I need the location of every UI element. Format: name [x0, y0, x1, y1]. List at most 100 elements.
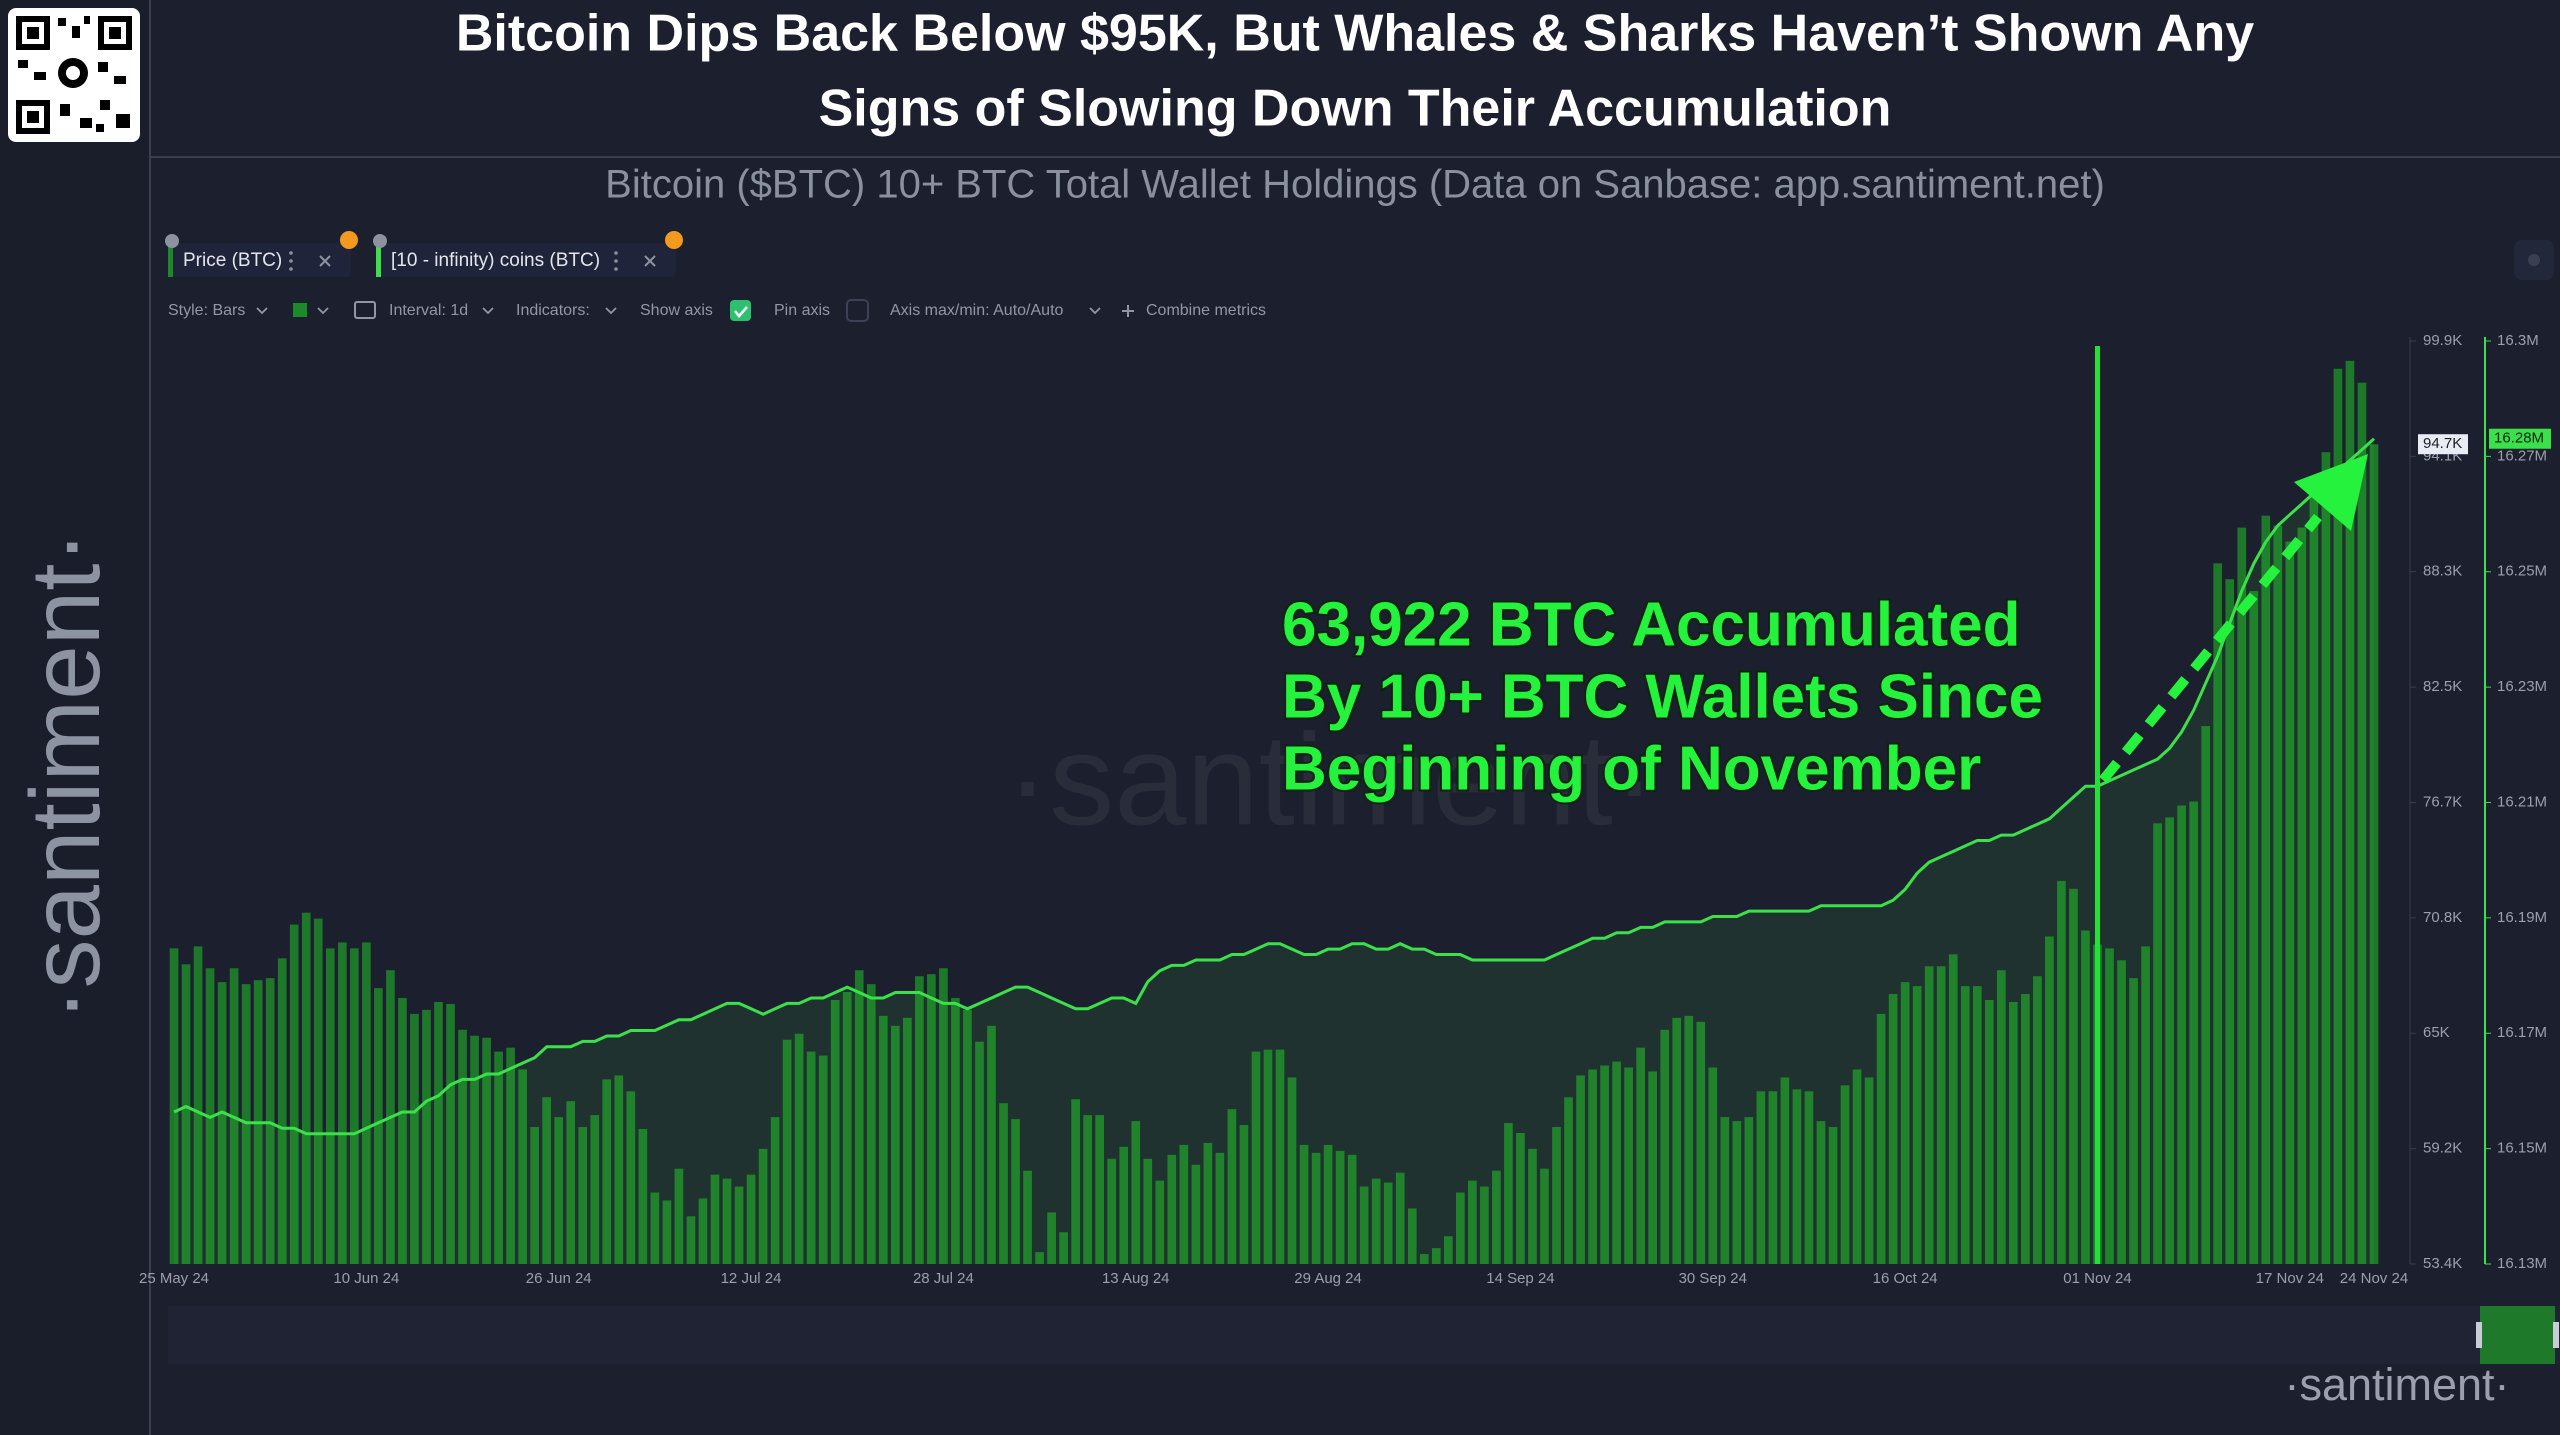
legend-chip[interactable]: [10 - infinity) coins (BTC) — [373, 231, 683, 277]
bar — [806, 1051, 816, 1264]
toolbar-item[interactable]: Axis max/min: Auto/Auto — [890, 302, 1064, 319]
bar — [1035, 1252, 1044, 1264]
toolbar-item[interactable]: Combine metrics — [1146, 302, 1266, 319]
legend-label: [10 - infinity) coins (BTC) — [391, 250, 600, 271]
bar — [878, 1015, 888, 1264]
bar — [2369, 444, 2379, 1265]
bar — [374, 988, 383, 1264]
close-icon — [319, 255, 331, 267]
toolbar-label: Combine metrics — [1146, 302, 1266, 319]
coin-icon — [340, 231, 358, 249]
bar — [686, 1216, 696, 1264]
bar — [1143, 1158, 1153, 1264]
y-tick-label: 65K — [2423, 1024, 2450, 1041]
x-tick-label: 29 Aug 24 — [1294, 1270, 1362, 1287]
bar — [710, 1174, 720, 1264]
bar — [434, 1001, 443, 1264]
bar — [1023, 1170, 1032, 1264]
bar — [325, 948, 335, 1264]
x-tick-label: 17 Nov 24 — [2256, 1270, 2324, 1287]
show-axis-checkbox[interactable] — [730, 300, 751, 321]
coin-icon — [665, 231, 683, 249]
x-tick-label: 14 Sep 24 — [1486, 1270, 1554, 1287]
navigator[interactable] — [168, 1306, 2560, 1364]
y2-tick-label: 16.3M — [2497, 332, 2539, 349]
bar — [181, 964, 191, 1264]
qr-code — [8, 8, 140, 142]
bar — [2105, 948, 2114, 1264]
legend-chip[interactable]: Price (BTC) — [165, 231, 358, 277]
bar — [1323, 1144, 1333, 1264]
bar — [1347, 1154, 1357, 1264]
bar — [1456, 1192, 1465, 1264]
bar — [518, 1069, 527, 1264]
y2-tick-label: 16.19M — [2497, 909, 2547, 926]
toolbar-item[interactable]: Indicators: — [516, 302, 590, 319]
lock-icon — [165, 234, 179, 248]
toolbar-label: Interval: 1d — [389, 302, 468, 319]
menu-dot — [614, 267, 618, 271]
bar — [1780, 1077, 1790, 1264]
bar — [951, 998, 960, 1264]
bar — [698, 1198, 708, 1264]
toolbar-item[interactable]: Style: Bars — [168, 302, 245, 319]
bar — [1443, 1236, 1453, 1264]
legend-label: Price (BTC) — [183, 250, 282, 271]
bar — [1095, 1115, 1105, 1264]
bar — [2033, 976, 2042, 1264]
bar — [1167, 1154, 1177, 1264]
side-watermark: ·santiment· — [10, 531, 120, 1021]
bar — [2189, 801, 2198, 1264]
bar — [1335, 1150, 1345, 1264]
bar — [1888, 994, 1898, 1264]
bar — [1419, 1254, 1429, 1264]
settings-icon[interactable] — [2514, 240, 2554, 280]
bar — [494, 1051, 503, 1264]
bar — [1107, 1158, 1117, 1264]
y2-tick-label: 16.25M — [2497, 563, 2547, 580]
y2-tick-label: 16.21M — [2497, 793, 2547, 810]
bar — [903, 1017, 912, 1264]
bar — [2273, 525, 2283, 1264]
y-tick-label: 70.8K — [2423, 909, 2462, 926]
toolbar-label: Show axis — [640, 302, 713, 319]
bar — [2009, 1001, 2018, 1264]
bar — [1828, 1127, 1838, 1264]
x-tick-label: 16 Oct 24 — [1873, 1270, 1938, 1287]
bar — [1696, 1021, 1706, 1264]
bar — [482, 1037, 491, 1264]
plus-icon — [1122, 305, 1134, 317]
center-watermark: ·santiment· — [1006, 706, 1656, 852]
pin-axis-checkbox[interactable] — [846, 299, 869, 322]
interval-icon[interactable] — [354, 301, 376, 319]
bar — [1407, 1208, 1417, 1264]
y-tick-label: 76.7K — [2423, 793, 2462, 810]
bar — [2261, 515, 2271, 1264]
chevron — [317, 307, 329, 315]
bar — [746, 1174, 756, 1264]
bar — [1155, 1180, 1165, 1264]
bar — [1936, 966, 1946, 1264]
bar — [626, 1091, 636, 1264]
toolbar-item[interactable]: Interval: 1d — [389, 302, 468, 319]
bar — [1287, 1077, 1297, 1264]
bar — [578, 1127, 588, 1264]
y2-tick-label: 16.15M — [2497, 1140, 2547, 1157]
current-value-box — [2418, 434, 2468, 455]
y-tick-label: 59.2K — [2423, 1140, 2462, 1157]
toolbar-item[interactable]: Pin axis — [774, 302, 830, 319]
bar — [301, 912, 311, 1264]
menu-dot — [289, 251, 293, 255]
bar — [1059, 1232, 1068, 1264]
bar — [470, 1035, 479, 1264]
bar — [999, 1103, 1008, 1264]
bar — [566, 1101, 576, 1264]
color-swatch[interactable] — [293, 303, 307, 317]
bar — [2225, 579, 2235, 1264]
chip-bg — [376, 243, 676, 277]
bar — [1624, 1067, 1633, 1264]
toolbar-item[interactable]: Show axis — [640, 302, 713, 319]
bar-series — [169, 360, 2379, 1265]
bar — [1179, 1144, 1189, 1264]
